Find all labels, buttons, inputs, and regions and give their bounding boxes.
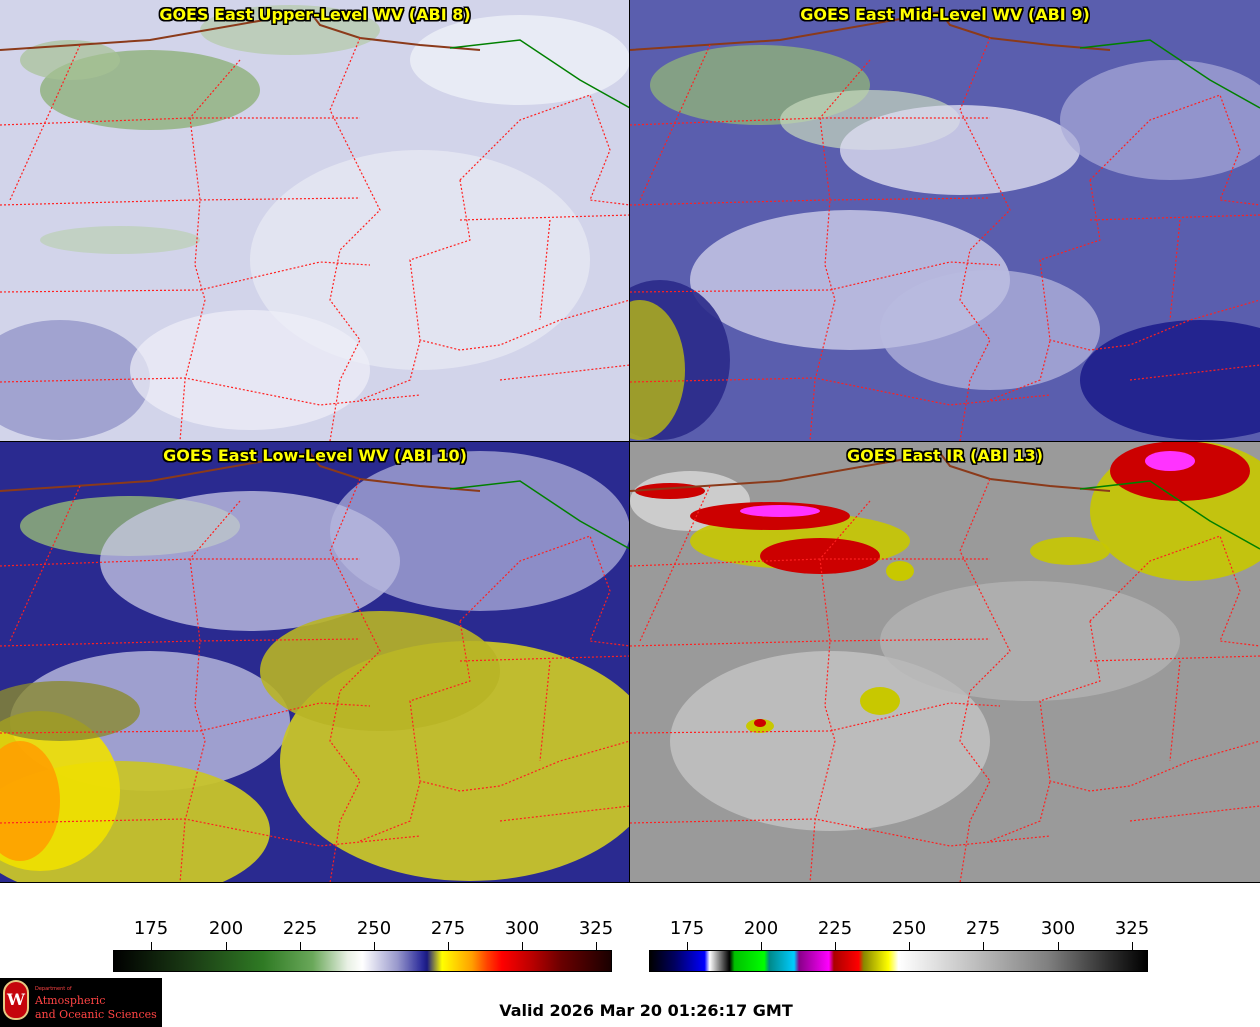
ir-tick <box>761 942 762 950</box>
panel-title: GOES East Upper-Level WV (ABI 8) <box>159 5 471 24</box>
wv-tick <box>522 942 523 950</box>
ir-tick <box>835 942 836 950</box>
wv-tick-label: 225 <box>282 918 318 939</box>
logo-line1: Atmospheric <box>35 994 106 1007</box>
ir-tick <box>687 942 688 950</box>
wv-tick-label: 300 <box>504 918 540 939</box>
ir-tick-label: 300 <box>1040 918 1076 939</box>
ir-tick-label: 275 <box>965 918 1001 939</box>
upper-level-wv-panel: GOES East Upper-Level WV (ABI 8) <box>0 0 630 441</box>
mid-level-wv-image <box>630 0 1260 441</box>
wv-tick <box>448 942 449 950</box>
panel-title: GOES East Mid-Level WV (ABI 9) <box>800 5 1090 24</box>
wv-tick-label: 275 <box>430 918 466 939</box>
wv-tick-label: 250 <box>356 918 392 939</box>
ir-tick <box>1058 942 1059 950</box>
valid-time-label: Valid 2026 Mar 20 01:26:17 GMT <box>499 1001 793 1020</box>
ir-tick-label: 250 <box>891 918 927 939</box>
ir-tick-label: 200 <box>743 918 779 939</box>
wv-tick <box>596 942 597 950</box>
panel-title: GOES East IR (ABI 13) <box>846 446 1044 465</box>
ir-tick-label: 325 <box>1114 918 1150 939</box>
wv-tick <box>226 942 227 950</box>
ir-tick <box>1132 942 1133 950</box>
wv-tick <box>300 942 301 950</box>
wv-tick-label: 325 <box>578 918 614 939</box>
wv-tick <box>151 942 152 950</box>
wv-colorbar <box>113 950 612 972</box>
ir-panel: GOES East IR (ABI 13) <box>630 441 1260 883</box>
wv-tick-label: 175 <box>133 918 169 939</box>
ir-tick-label: 225 <box>817 918 853 939</box>
ir-tick <box>909 942 910 950</box>
upper-level-wv-image <box>0 0 630 441</box>
panel-divider-bottom <box>0 882 1260 883</box>
ir-tick <box>983 942 984 950</box>
mid-level-wv-panel: GOES East Mid-Level WV (ABI 9) <box>630 0 1260 441</box>
low-level-wv-panel: GOES East Low-Level WV (ABI 10) <box>0 441 630 883</box>
logo-dept-text: Department of <box>35 986 72 992</box>
aos-logo: W Department of Atmospheric and Oceanic … <box>0 978 162 1027</box>
uw-seal-icon: W <box>3 980 29 1020</box>
ir-colorbar <box>649 950 1148 972</box>
wv-tick <box>374 942 375 950</box>
wv-tick-label: 200 <box>208 918 244 939</box>
logo-line2: and Oceanic Sciences <box>35 1008 157 1021</box>
panel-title: GOES East Low-Level WV (ABI 10) <box>163 446 467 465</box>
ir-image <box>630 441 1260 883</box>
ir-tick-label: 175 <box>669 918 705 939</box>
low-level-wv-image <box>0 441 630 883</box>
panel-divider-horizontal <box>0 441 1260 442</box>
